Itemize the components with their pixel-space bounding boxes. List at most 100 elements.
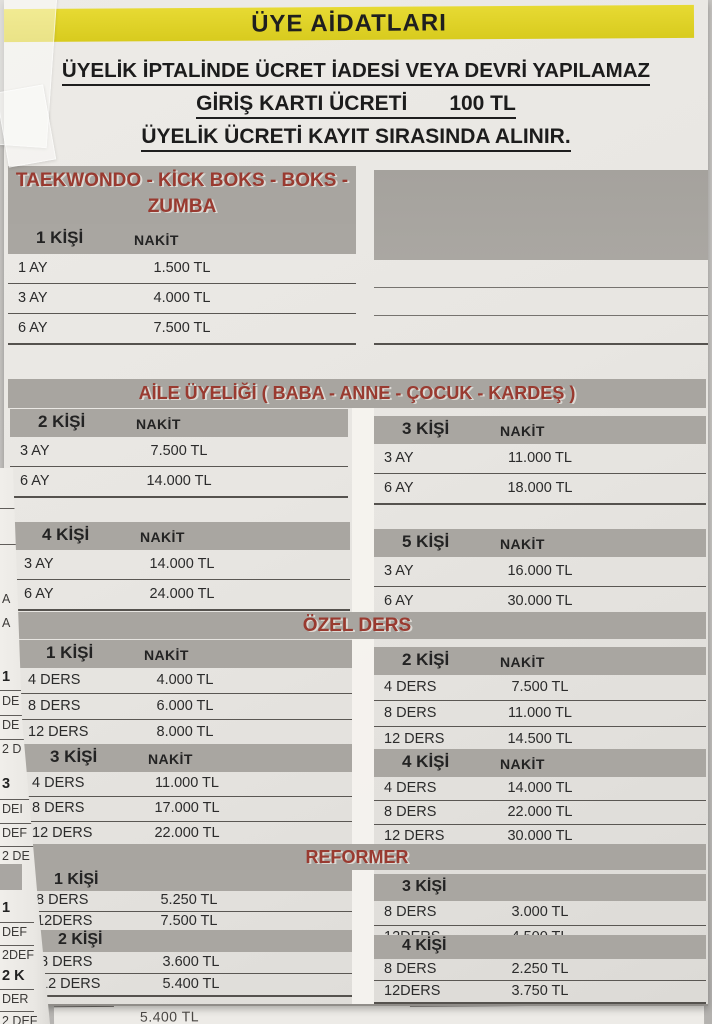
table-row: 3 AY 14.000 TL xyxy=(14,550,350,580)
fragment-text: DER xyxy=(2,992,29,1006)
table-header: 1 KİŞİ xyxy=(26,870,352,891)
row-term: 6 AY xyxy=(384,592,414,609)
table-ozel-1kisi: 1 KİŞİ NAKİT 4 DERS 4.000 TL 8 DERS 6.000 … xyxy=(18,640,352,747)
payment-label: NAKİT xyxy=(500,755,545,772)
row-price: 2.250 TL xyxy=(511,960,569,977)
fragment-text: DE xyxy=(2,718,20,732)
table-row: 3 AY 4.000 TL xyxy=(8,284,356,314)
row-price: 3.750 TL xyxy=(511,982,569,999)
table-row: 4 DERS 7.500 TL xyxy=(374,675,706,701)
table-family-4kisi: 4 KİŞİ NAKİT 3 AY 14.000 TL 6 AY 24.000 TL xyxy=(14,522,350,611)
row-line-fragment xyxy=(53,1005,114,1008)
row-term: 3 AY xyxy=(384,562,414,579)
row-term: 12 DERS xyxy=(384,827,445,844)
row-price: 30.000 TL xyxy=(507,592,573,609)
empty-row-line xyxy=(374,287,708,288)
table-row: 8 DERS 3.600 TL xyxy=(30,952,352,974)
paper-fold-strip xyxy=(352,408,374,1004)
group-label: 1 KİŞİ xyxy=(46,643,94,662)
group-label: 4 KİŞİ xyxy=(402,752,450,771)
table-family-2kisi: 2 KİŞİ NAKİT 3 AY 7.500 TL 6 AY 14.000 TL xyxy=(10,409,348,498)
table-header: 1 KİŞİ NAKİT xyxy=(8,224,356,254)
row-term: 3 AY xyxy=(20,442,50,459)
table-row: 8 DERS 17.000 TL xyxy=(22,797,352,822)
table-row: 4 DERS 14.000 TL xyxy=(374,777,706,801)
section-bar-reformer: REFORMER xyxy=(8,844,706,870)
row-price: 7.500 TL xyxy=(150,442,208,459)
group-label: 5 KİŞİ xyxy=(402,532,450,551)
row-term: 3 AY xyxy=(384,449,414,466)
empty-row-line xyxy=(374,343,708,345)
section-title-taekwondo: TAEKWONDO - KİCK BOKS - BOKS - ZUMBA xyxy=(8,166,356,224)
fragment-price: 5.400 TL xyxy=(139,1008,200,1024)
entry-card-price: 100 TL xyxy=(449,92,516,115)
payment-label: NAKİT xyxy=(144,646,189,663)
row-price: 5.400 TL xyxy=(162,975,220,992)
table-ozel-2kisi: 2 KİŞİ NAKİT 4 DERS 7.500 TL 8 DERS 11.000… xyxy=(374,647,706,754)
table-row: 6 AY 7.500 TL xyxy=(8,314,356,345)
payment-label: NAKİT xyxy=(136,415,181,432)
row-term: 3 AY xyxy=(24,555,54,572)
table-family-5kisi: 5 KİŞİ NAKİT 3 AY 16.000 TL 6 AY 30.000 TL xyxy=(374,529,706,618)
row-term: 8 DERS xyxy=(384,704,437,721)
row-term: 8 DERS xyxy=(384,904,437,921)
group-label: 3 KİŞİ xyxy=(402,877,447,895)
table-ozel-3kisi: 3 KİŞİ NAKİT 4 DERS 11.000 TL 8 DERS 17.00… xyxy=(22,744,352,848)
row-price: 11.000 TL xyxy=(508,449,572,466)
row-term: 1 AY xyxy=(18,259,48,276)
group-label: 3 KİŞİ xyxy=(50,747,98,766)
table-row: 1 AY 1.500 TL xyxy=(8,254,356,284)
row-term: 6 AY xyxy=(20,472,50,489)
table-row: 8 DERS 3.000 TL xyxy=(374,901,706,926)
row-line-fragment xyxy=(0,945,34,946)
notice-line-2: GİRİŞ KARTI ÜCRETİ 100 TL xyxy=(196,92,516,119)
row-term: 6 AY xyxy=(24,585,54,602)
fragment-text: DEI xyxy=(2,802,23,816)
empty-row-line xyxy=(374,315,708,316)
row-term: 8 DERS xyxy=(28,697,81,714)
table-row: 4 DERS 11.000 TL xyxy=(22,772,352,797)
row-price: 7.500 TL xyxy=(511,678,569,695)
section-bar-ozel-ders: ÖZEL DERS xyxy=(8,612,706,639)
table-reformer-2kisi: 2 KİŞİ 8 DERS 3.600 TL 12 DERS 5.400 TL xyxy=(30,930,352,997)
fragment-text: 2 DE xyxy=(2,849,30,863)
fragment-text: 2DEF xyxy=(2,948,34,962)
row-term: 12 DERS xyxy=(384,730,445,747)
fragment-text: 2 DEF xyxy=(2,1014,38,1024)
group-label: 4 KİŞİ xyxy=(402,937,447,955)
table-row: 8 DERS 22.000 TL xyxy=(374,801,706,825)
fragment-text: DE xyxy=(2,694,20,708)
row-price: 3.600 TL xyxy=(162,953,220,970)
table-header: 1 KİŞİ NAKİT xyxy=(18,640,352,668)
row-term: 4 DERS xyxy=(384,779,437,796)
payment-label: NAKİT xyxy=(500,422,545,439)
table-header: 4 KİŞİ NAKİT xyxy=(374,749,706,777)
table-header: 4 KİŞİ xyxy=(374,935,706,959)
section-title-reformer: REFORMER xyxy=(305,847,409,867)
fragment-text: A xyxy=(2,592,11,606)
table-row: 8 DERS 6.000 TL xyxy=(18,694,352,720)
row-line-fragment xyxy=(0,799,34,800)
table-reformer-1kisi: 1 KİŞİ 8 DERS 5.250 TL 12DERS 7.500 TL xyxy=(26,870,352,934)
group-label: 2 KİŞİ xyxy=(38,412,86,431)
table-row: 8 DERS 5.250 TL xyxy=(26,891,352,912)
payment-label: NAKİT xyxy=(148,750,193,767)
row-term: 8 DERS xyxy=(384,803,437,820)
table-row: 8 DERS 11.000 TL xyxy=(374,701,706,727)
row-price: 22.000 TL xyxy=(154,825,220,842)
table-row: 3 AY 11.000 TL xyxy=(374,444,706,474)
row-term: 4 DERS xyxy=(32,775,85,792)
fragment-text: 2 D xyxy=(2,742,22,756)
table-taekwondo-1kisi: TAEKWONDO - KİCK BOKS - BOKS - ZUMBA 1 K… xyxy=(8,166,356,345)
notice-line-3: ÜYELİK ÜCRETİ KAYIT SIRASINDA ALINIR. xyxy=(141,125,571,152)
table-row: 6 AY 14.000 TL xyxy=(10,467,348,498)
fragment-text: DEF xyxy=(2,826,27,840)
row-price: 24.000 TL xyxy=(149,585,215,602)
group-label: 2 KİŞİ xyxy=(58,931,103,949)
title-banner: ÜYE AİDATLARI xyxy=(3,4,695,43)
table-header: 3 KİŞİ xyxy=(374,874,706,901)
row-term: 6 AY xyxy=(384,479,414,496)
table-header: 4 KİŞİ NAKİT xyxy=(14,522,350,550)
notice-block: ÜYELİK İPTALİNDE ÜCRET İADESİ VEYA DEVRİ… xyxy=(4,53,708,152)
